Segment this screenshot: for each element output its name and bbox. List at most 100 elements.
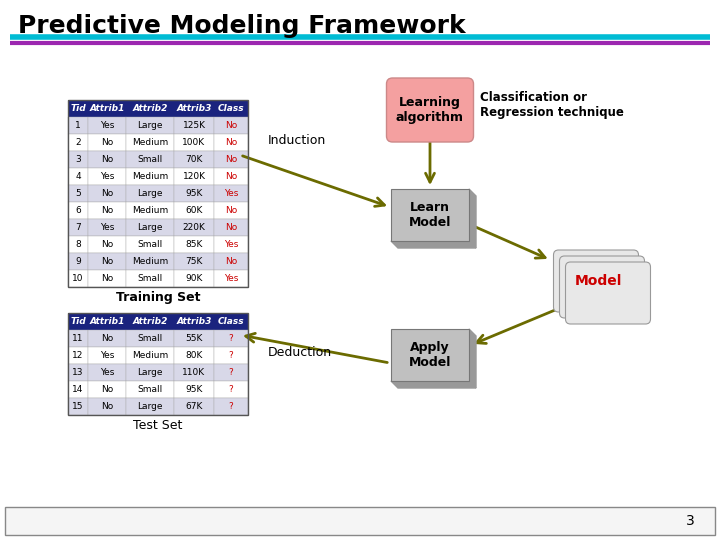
Text: Class: Class (217, 317, 244, 326)
FancyBboxPatch shape (68, 236, 88, 253)
Text: Yes: Yes (100, 121, 114, 130)
FancyBboxPatch shape (68, 168, 88, 185)
Text: Small: Small (138, 274, 163, 283)
Text: Attrib3: Attrib3 (176, 317, 212, 326)
FancyBboxPatch shape (126, 364, 174, 381)
Text: Model: Model (575, 274, 621, 288)
Text: Large: Large (138, 121, 163, 130)
FancyBboxPatch shape (126, 313, 174, 330)
Text: 3: 3 (686, 514, 695, 528)
Text: Yes: Yes (224, 240, 238, 249)
FancyBboxPatch shape (214, 364, 248, 381)
Text: Test Set: Test Set (133, 419, 183, 432)
Text: Large: Large (138, 223, 163, 232)
Text: Small: Small (138, 385, 163, 394)
Text: Medium: Medium (132, 172, 168, 181)
FancyBboxPatch shape (68, 185, 88, 202)
Text: 7: 7 (75, 223, 81, 232)
FancyBboxPatch shape (88, 117, 126, 134)
FancyBboxPatch shape (214, 381, 248, 398)
Text: 95K: 95K (185, 189, 203, 198)
FancyBboxPatch shape (174, 100, 214, 117)
Text: 6: 6 (75, 206, 81, 215)
Text: Learning
algorithm: Learning algorithm (396, 96, 464, 124)
Text: 70K: 70K (185, 155, 203, 164)
FancyBboxPatch shape (214, 347, 248, 364)
FancyBboxPatch shape (88, 364, 126, 381)
FancyBboxPatch shape (174, 347, 214, 364)
Text: Attrib2: Attrib2 (132, 104, 168, 113)
FancyBboxPatch shape (126, 168, 174, 185)
Text: No: No (225, 206, 237, 215)
Text: ?: ? (229, 334, 233, 343)
FancyBboxPatch shape (88, 381, 126, 398)
Text: 220K: 220K (183, 223, 205, 232)
FancyBboxPatch shape (88, 347, 126, 364)
Text: Small: Small (138, 334, 163, 343)
FancyBboxPatch shape (68, 313, 88, 330)
FancyBboxPatch shape (88, 253, 126, 270)
FancyBboxPatch shape (214, 236, 248, 253)
Text: 1: 1 (75, 121, 81, 130)
FancyBboxPatch shape (126, 381, 174, 398)
Text: No: No (101, 257, 113, 266)
FancyBboxPatch shape (126, 151, 174, 168)
Text: 15: 15 (72, 402, 84, 411)
FancyBboxPatch shape (88, 134, 126, 151)
Polygon shape (469, 189, 476, 248)
Text: No: No (101, 138, 113, 147)
Text: Attrib3: Attrib3 (176, 104, 212, 113)
FancyBboxPatch shape (565, 262, 650, 324)
Polygon shape (391, 381, 476, 388)
Text: No: No (101, 189, 113, 198)
Text: Medium: Medium (132, 257, 168, 266)
FancyBboxPatch shape (214, 253, 248, 270)
FancyBboxPatch shape (126, 253, 174, 270)
Text: No: No (101, 274, 113, 283)
Text: 85K: 85K (185, 240, 203, 249)
Text: No: No (225, 121, 237, 130)
FancyBboxPatch shape (214, 270, 248, 287)
FancyBboxPatch shape (174, 117, 214, 134)
Text: 4: 4 (75, 172, 81, 181)
FancyBboxPatch shape (174, 168, 214, 185)
FancyBboxPatch shape (174, 202, 214, 219)
FancyBboxPatch shape (68, 117, 88, 134)
FancyBboxPatch shape (126, 134, 174, 151)
Text: No: No (101, 155, 113, 164)
Text: Classification or
Regression technique: Classification or Regression technique (480, 91, 624, 119)
Text: ?: ? (229, 385, 233, 394)
Text: 90K: 90K (185, 274, 203, 283)
Text: No: No (101, 402, 113, 411)
Text: Medium: Medium (132, 206, 168, 215)
FancyBboxPatch shape (68, 381, 88, 398)
FancyBboxPatch shape (88, 185, 126, 202)
FancyBboxPatch shape (174, 330, 214, 347)
FancyBboxPatch shape (214, 330, 248, 347)
Text: Large: Large (138, 402, 163, 411)
FancyBboxPatch shape (126, 236, 174, 253)
FancyBboxPatch shape (88, 202, 126, 219)
Text: ?: ? (229, 351, 233, 360)
Text: 67K: 67K (185, 402, 203, 411)
Text: No: No (225, 172, 237, 181)
FancyBboxPatch shape (126, 347, 174, 364)
Text: Apply
Model: Apply Model (409, 341, 451, 369)
FancyBboxPatch shape (68, 134, 88, 151)
FancyBboxPatch shape (174, 151, 214, 168)
Text: No: No (101, 385, 113, 394)
Text: No: No (225, 155, 237, 164)
Text: Attrib1: Attrib1 (89, 104, 125, 113)
Text: 10: 10 (72, 274, 84, 283)
Text: 12: 12 (72, 351, 84, 360)
Text: Induction: Induction (268, 133, 326, 146)
FancyBboxPatch shape (214, 185, 248, 202)
FancyBboxPatch shape (174, 381, 214, 398)
FancyBboxPatch shape (174, 236, 214, 253)
Text: 8: 8 (75, 240, 81, 249)
FancyBboxPatch shape (214, 168, 248, 185)
Text: Large: Large (138, 368, 163, 377)
FancyBboxPatch shape (174, 253, 214, 270)
FancyBboxPatch shape (214, 202, 248, 219)
Text: 75K: 75K (185, 257, 203, 266)
